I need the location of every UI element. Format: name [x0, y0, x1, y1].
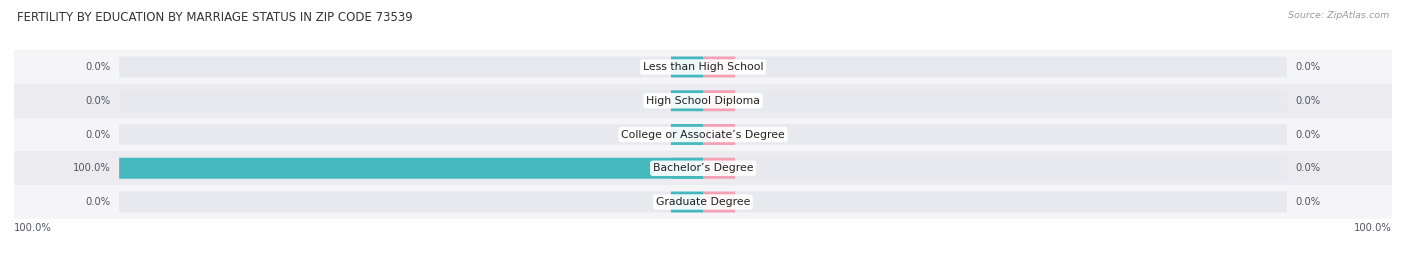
Bar [14, 50, 1392, 84]
Text: 100.0%: 100.0% [73, 163, 111, 173]
Text: 0.0%: 0.0% [1295, 96, 1320, 106]
FancyBboxPatch shape [703, 124, 735, 145]
Text: 0.0%: 0.0% [1295, 197, 1320, 207]
Text: 0.0%: 0.0% [86, 129, 111, 140]
FancyBboxPatch shape [671, 56, 703, 77]
FancyBboxPatch shape [703, 158, 735, 179]
Text: College or Associate’s Degree: College or Associate’s Degree [621, 129, 785, 140]
FancyBboxPatch shape [671, 158, 703, 179]
Text: 0.0%: 0.0% [86, 62, 111, 72]
Text: 0.0%: 0.0% [86, 96, 111, 106]
Text: Less than High School: Less than High School [643, 62, 763, 72]
Bar [14, 151, 1392, 185]
FancyBboxPatch shape [703, 56, 1286, 77]
FancyBboxPatch shape [703, 158, 1286, 179]
FancyBboxPatch shape [703, 56, 735, 77]
Text: 0.0%: 0.0% [1295, 129, 1320, 140]
Bar [14, 84, 1392, 118]
FancyBboxPatch shape [120, 158, 703, 179]
Text: 0.0%: 0.0% [1295, 62, 1320, 72]
Text: 100.0%: 100.0% [1354, 223, 1392, 233]
Text: FERTILITY BY EDUCATION BY MARRIAGE STATUS IN ZIP CODE 73539: FERTILITY BY EDUCATION BY MARRIAGE STATU… [17, 11, 412, 24]
FancyBboxPatch shape [120, 56, 703, 77]
Text: Source: ZipAtlas.com: Source: ZipAtlas.com [1288, 11, 1389, 20]
Text: 0.0%: 0.0% [1295, 163, 1320, 173]
FancyBboxPatch shape [703, 192, 735, 213]
FancyBboxPatch shape [703, 192, 1286, 213]
FancyBboxPatch shape [703, 90, 735, 111]
FancyBboxPatch shape [120, 158, 703, 179]
FancyBboxPatch shape [671, 124, 703, 145]
Text: Bachelor’s Degree: Bachelor’s Degree [652, 163, 754, 173]
FancyBboxPatch shape [120, 90, 703, 111]
Text: High School Diploma: High School Diploma [647, 96, 759, 106]
FancyBboxPatch shape [120, 192, 703, 213]
FancyBboxPatch shape [671, 192, 703, 213]
FancyBboxPatch shape [703, 90, 1286, 111]
Bar [14, 118, 1392, 151]
Text: Graduate Degree: Graduate Degree [655, 197, 751, 207]
FancyBboxPatch shape [120, 124, 703, 145]
Bar [14, 185, 1392, 219]
Text: 0.0%: 0.0% [86, 197, 111, 207]
FancyBboxPatch shape [703, 124, 1286, 145]
FancyBboxPatch shape [671, 90, 703, 111]
Text: 100.0%: 100.0% [14, 223, 52, 233]
